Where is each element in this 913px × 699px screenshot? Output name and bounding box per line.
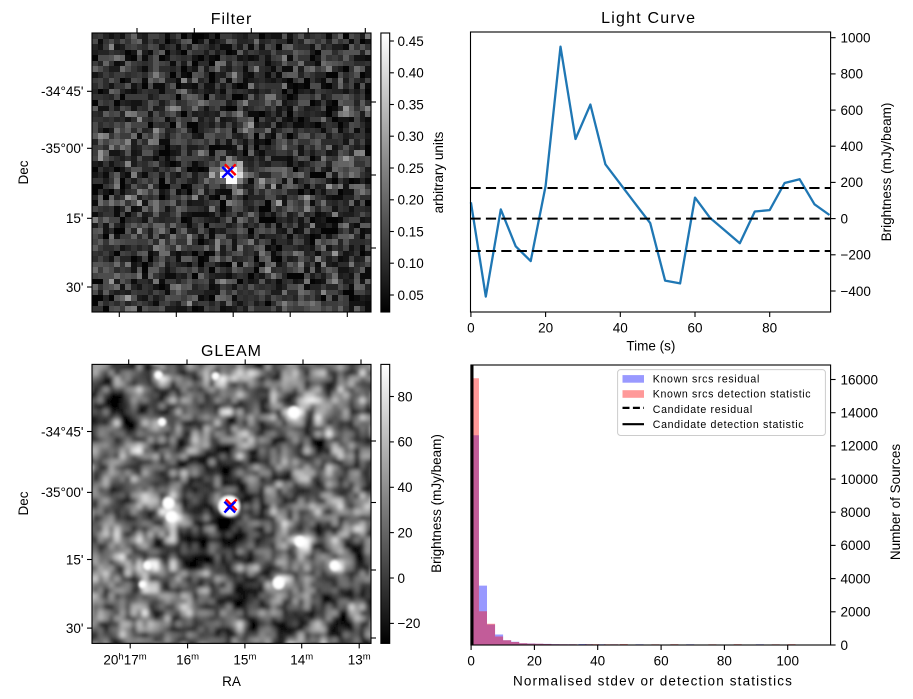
svg-text:0.40: 0.40 bbox=[398, 66, 424, 81]
svg-text:0: 0 bbox=[398, 571, 406, 586]
svg-text:arbitrary units: arbitrary units bbox=[431, 131, 446, 213]
svg-text:Brightness (mJy/beam): Brightness (mJy/beam) bbox=[879, 103, 894, 242]
svg-text:GLEAM: GLEAM bbox=[201, 343, 262, 360]
svg-text:60: 60 bbox=[654, 654, 669, 669]
svg-text:200: 200 bbox=[841, 175, 864, 190]
svg-text:30': 30' bbox=[66, 280, 84, 295]
svg-text:600: 600 bbox=[841, 103, 864, 118]
svg-text:15': 15' bbox=[66, 211, 84, 226]
svg-text:0.30: 0.30 bbox=[398, 129, 424, 144]
svg-text:RA: RA bbox=[222, 674, 241, 689]
svg-text:0.25: 0.25 bbox=[398, 161, 424, 176]
svg-text:0.35: 0.35 bbox=[398, 97, 424, 112]
svg-text:2000: 2000 bbox=[841, 605, 871, 620]
svg-text:4000: 4000 bbox=[841, 571, 871, 586]
svg-text:Dec: Dec bbox=[16, 491, 31, 515]
svg-text:16000: 16000 bbox=[841, 372, 879, 387]
svg-text:Light Curve: Light Curve bbox=[601, 10, 696, 27]
svg-text:0.10: 0.10 bbox=[398, 256, 424, 271]
svg-text:Known srcs residual: Known srcs residual bbox=[653, 374, 760, 386]
svg-text:40: 40 bbox=[398, 480, 413, 495]
svg-text:20: 20 bbox=[527, 654, 542, 669]
svg-text:100: 100 bbox=[776, 654, 799, 669]
svg-text:14000: 14000 bbox=[841, 406, 879, 421]
svg-text:0: 0 bbox=[841, 211, 849, 226]
svg-text:Number of Sources: Number of Sources bbox=[888, 444, 903, 561]
svg-text:Dec: Dec bbox=[16, 160, 31, 184]
svg-text:-35°00': -35°00' bbox=[41, 485, 84, 500]
svg-text:80: 80 bbox=[398, 389, 413, 404]
svg-text:800: 800 bbox=[841, 67, 864, 82]
svg-text:400: 400 bbox=[841, 139, 864, 154]
svg-text:80: 80 bbox=[717, 654, 732, 669]
svg-text:8000: 8000 bbox=[841, 505, 871, 520]
svg-text:6000: 6000 bbox=[841, 538, 871, 553]
svg-text:40: 40 bbox=[590, 654, 605, 669]
svg-text:Candidate residual: Candidate residual bbox=[653, 404, 753, 416]
svg-text:0.20: 0.20 bbox=[398, 193, 424, 208]
svg-text:40: 40 bbox=[613, 321, 628, 336]
svg-text:-34°45': -34°45' bbox=[41, 84, 84, 99]
svg-text:60: 60 bbox=[687, 321, 702, 336]
svg-text:1000: 1000 bbox=[841, 31, 871, 46]
svg-text:Normalised stdev or detection: Normalised stdev or detection statistics bbox=[513, 674, 793, 689]
svg-text:0: 0 bbox=[467, 654, 475, 669]
svg-text:Candidate detection statistic: Candidate detection statistic bbox=[653, 419, 804, 431]
svg-text:Filter: Filter bbox=[211, 11, 253, 28]
svg-text:0: 0 bbox=[467, 321, 475, 336]
svg-text:80: 80 bbox=[762, 321, 777, 336]
svg-text:0.05: 0.05 bbox=[398, 288, 424, 303]
svg-text:12000: 12000 bbox=[841, 439, 879, 454]
svg-text:20: 20 bbox=[398, 525, 413, 540]
svg-text:15': 15' bbox=[66, 552, 84, 567]
svg-text:−400: −400 bbox=[841, 284, 871, 299]
svg-text:-34°45': -34°45' bbox=[41, 424, 84, 439]
svg-text:30': 30' bbox=[66, 621, 84, 636]
svg-text:−200: −200 bbox=[841, 248, 871, 263]
svg-text:20h17m: 20h17m bbox=[103, 652, 146, 668]
svg-text:20: 20 bbox=[538, 321, 553, 336]
svg-text:Known srcs detection statistic: Known srcs detection statistic bbox=[653, 389, 812, 401]
svg-text:60: 60 bbox=[398, 435, 413, 450]
svg-text:−20: −20 bbox=[398, 616, 421, 631]
svg-text:10000: 10000 bbox=[841, 472, 879, 487]
svg-text:0: 0 bbox=[841, 638, 849, 653]
svg-text:0.45: 0.45 bbox=[398, 34, 424, 49]
svg-text:0.15: 0.15 bbox=[398, 224, 424, 239]
svg-text:Time (s): Time (s) bbox=[626, 339, 675, 354]
svg-text:Brightness (mJy/beam): Brightness (mJy/beam) bbox=[429, 434, 444, 573]
svg-text:-35°00': -35°00' bbox=[41, 141, 84, 156]
